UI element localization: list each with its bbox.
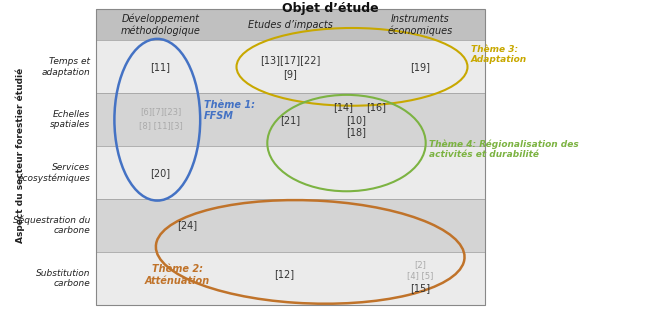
Text: [15]: [15] [410,283,430,293]
Text: Thème 1:
FFSM: Thème 1: FFSM [203,100,255,121]
Text: Thème 4: Régionalisation des
activités et durabilité: Thème 4: Régionalisation des activités e… [429,139,579,159]
Text: [11]: [11] [150,62,170,72]
Text: [10]: [10] [346,115,366,125]
Text: [24]: [24] [177,220,197,230]
Text: [8] [11][3]: [8] [11][3] [139,121,182,130]
Text: [19]: [19] [411,62,430,72]
Text: [9]: [9] [283,69,298,79]
Text: Echelles
spatiales: Echelles spatiales [50,110,90,129]
FancyBboxPatch shape [96,40,485,93]
FancyBboxPatch shape [96,146,485,199]
FancyBboxPatch shape [96,252,485,305]
Text: Aspect du secteur forestier étudié: Aspect du secteur forestier étudié [15,68,24,243]
Text: [12]: [12] [274,269,294,279]
Text: Développement
méthodologique: Développement méthodologique [121,14,201,36]
Text: [16]: [16] [366,102,386,112]
Text: Temps et
adaptation: Temps et adaptation [42,57,90,77]
Text: [4] [5]: [4] [5] [407,271,434,280]
FancyBboxPatch shape [96,199,485,252]
Text: Instruments
économiques: Instruments économiques [387,14,453,36]
Text: [21]: [21] [280,115,300,125]
Text: Séquestration du
carbone: Séquestration du carbone [13,216,90,235]
Text: [20]: [20] [150,168,171,178]
Text: [2]: [2] [414,260,426,269]
FancyBboxPatch shape [96,9,485,40]
Text: [14]: [14] [333,102,353,112]
Text: Thème 3:
Adaptation: Thème 3: Adaptation [471,45,527,64]
Text: Thème 2:
Atténuation: Thème 2: Atténuation [145,264,210,286]
Text: [13][17][22]: [13][17][22] [260,55,321,65]
Text: [18]: [18] [346,127,366,137]
Text: Services
écosystémiques: Services écosystémiques [18,163,90,183]
Text: Etudes d’impacts: Etudes d’impacts [248,20,333,30]
Text: Objet d’étude: Objet d’étude [282,2,378,15]
Text: [6][7][23]: [6][7][23] [140,108,182,116]
FancyBboxPatch shape [96,93,485,146]
Text: Substitution
carbone: Substitution carbone [36,269,90,288]
